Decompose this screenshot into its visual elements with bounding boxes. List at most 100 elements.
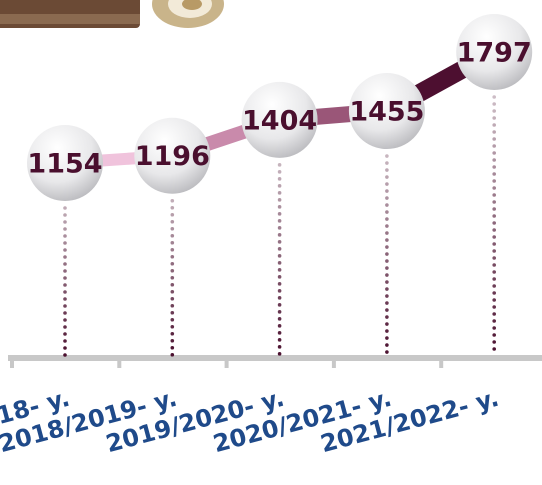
- drop-dot: [278, 254, 282, 258]
- drop-dot: [492, 284, 496, 288]
- drop-dot: [278, 247, 282, 251]
- drop-dot: [63, 297, 67, 301]
- drop-dot: [492, 214, 496, 218]
- drop-dot: [278, 338, 282, 342]
- drop-dot: [492, 116, 496, 120]
- drop-dot: [171, 248, 175, 252]
- drop-dot: [171, 304, 175, 308]
- drop-dot: [171, 213, 175, 217]
- drop-dot: [385, 315, 389, 319]
- decoration: [0, 0, 224, 28]
- drop-dot: [171, 199, 175, 203]
- drop-dot: [278, 212, 282, 216]
- drop-dot: [492, 298, 496, 302]
- value-label: 1455: [349, 97, 424, 128]
- drop-dot: [492, 249, 496, 253]
- drop-dot: [385, 168, 389, 172]
- drop-dot: [278, 191, 282, 195]
- drop-dot: [63, 283, 67, 287]
- drop-dot: [385, 196, 389, 200]
- drop-dot: [385, 189, 389, 193]
- drop-dot: [171, 206, 175, 210]
- drop-dot: [385, 336, 389, 340]
- drop-dot: [278, 170, 282, 174]
- drop-dot: [385, 203, 389, 207]
- drop-dot: [278, 163, 282, 167]
- drop-dot: [492, 158, 496, 162]
- drop-dot: [63, 241, 67, 245]
- drop-dot: [171, 234, 175, 238]
- drop-dot: [385, 308, 389, 312]
- drop-dot: [171, 332, 175, 336]
- drop-dot: [278, 303, 282, 307]
- drop-dot: [63, 339, 67, 343]
- drop-dot: [492, 179, 496, 183]
- drop-dot: [492, 305, 496, 309]
- drop-dot: [171, 318, 175, 322]
- drop-dot: [278, 219, 282, 223]
- drop-dot: [63, 353, 67, 357]
- drop-dot: [385, 301, 389, 305]
- drop-dot: [492, 207, 496, 211]
- drop-dot: [492, 130, 496, 134]
- drop-dot: [171, 353, 175, 357]
- drop-dot: [278, 289, 282, 293]
- drop-dot: [171, 290, 175, 294]
- drop-dot: [278, 324, 282, 328]
- drop-dot: [63, 206, 67, 210]
- drop-dot: [278, 282, 282, 286]
- drop-dot: [171, 220, 175, 224]
- drop-dot: [385, 182, 389, 186]
- drop-dot: [492, 347, 496, 351]
- drop-dot: [492, 242, 496, 246]
- drop-dot: [492, 137, 496, 141]
- drop-dot: [492, 186, 496, 190]
- drop-dot: [278, 205, 282, 209]
- drop-dot: [278, 345, 282, 349]
- drop-dot: [278, 352, 282, 356]
- drop-dot: [171, 255, 175, 259]
- drop-dot: [278, 261, 282, 265]
- drop-dot: [385, 266, 389, 270]
- drop-dot: [278, 275, 282, 279]
- drop-dot: [63, 346, 67, 350]
- drop-dot: [492, 326, 496, 330]
- value-label: 1154: [27, 149, 102, 180]
- drop-dot: [278, 177, 282, 181]
- drop-dot: [492, 193, 496, 197]
- drop-dot: [385, 245, 389, 249]
- drop-dot: [171, 262, 175, 266]
- drop-dot: [385, 280, 389, 284]
- drop-dot: [492, 95, 496, 99]
- drop-dot: [63, 276, 67, 280]
- drop-dot: [278, 310, 282, 314]
- drop-dot: [63, 220, 67, 224]
- drop-dot: [492, 235, 496, 239]
- chart: 11542017/2018- y.11962018/2019- y.140420…: [0, 0, 542, 485]
- drop-dot: [492, 277, 496, 281]
- drop-dot: [278, 233, 282, 237]
- drop-dot: [171, 339, 175, 343]
- drop-dot: [171, 269, 175, 273]
- drop-dot: [492, 312, 496, 316]
- drop-dot: [492, 319, 496, 323]
- drop-dot: [385, 294, 389, 298]
- drop-dot: [171, 276, 175, 280]
- drop-dot: [385, 238, 389, 242]
- drop-dot: [63, 325, 67, 329]
- drop-dot: [492, 144, 496, 148]
- drop-dot: [278, 268, 282, 272]
- drop-dot: [385, 350, 389, 354]
- drop-dot: [63, 269, 67, 273]
- drop-dot: [385, 161, 389, 165]
- drop-dot: [63, 255, 67, 259]
- drop-dot: [278, 331, 282, 335]
- drop-dot: [492, 263, 496, 267]
- drop-dot: [171, 311, 175, 315]
- drop-dot: [63, 227, 67, 231]
- value-label: 1404: [242, 105, 317, 136]
- drop-dot: [492, 291, 496, 295]
- drop-dot: [63, 290, 67, 294]
- page: {"chart_data": {"type": "line", "categor…: [0, 0, 542, 485]
- drop-dot: [171, 346, 175, 350]
